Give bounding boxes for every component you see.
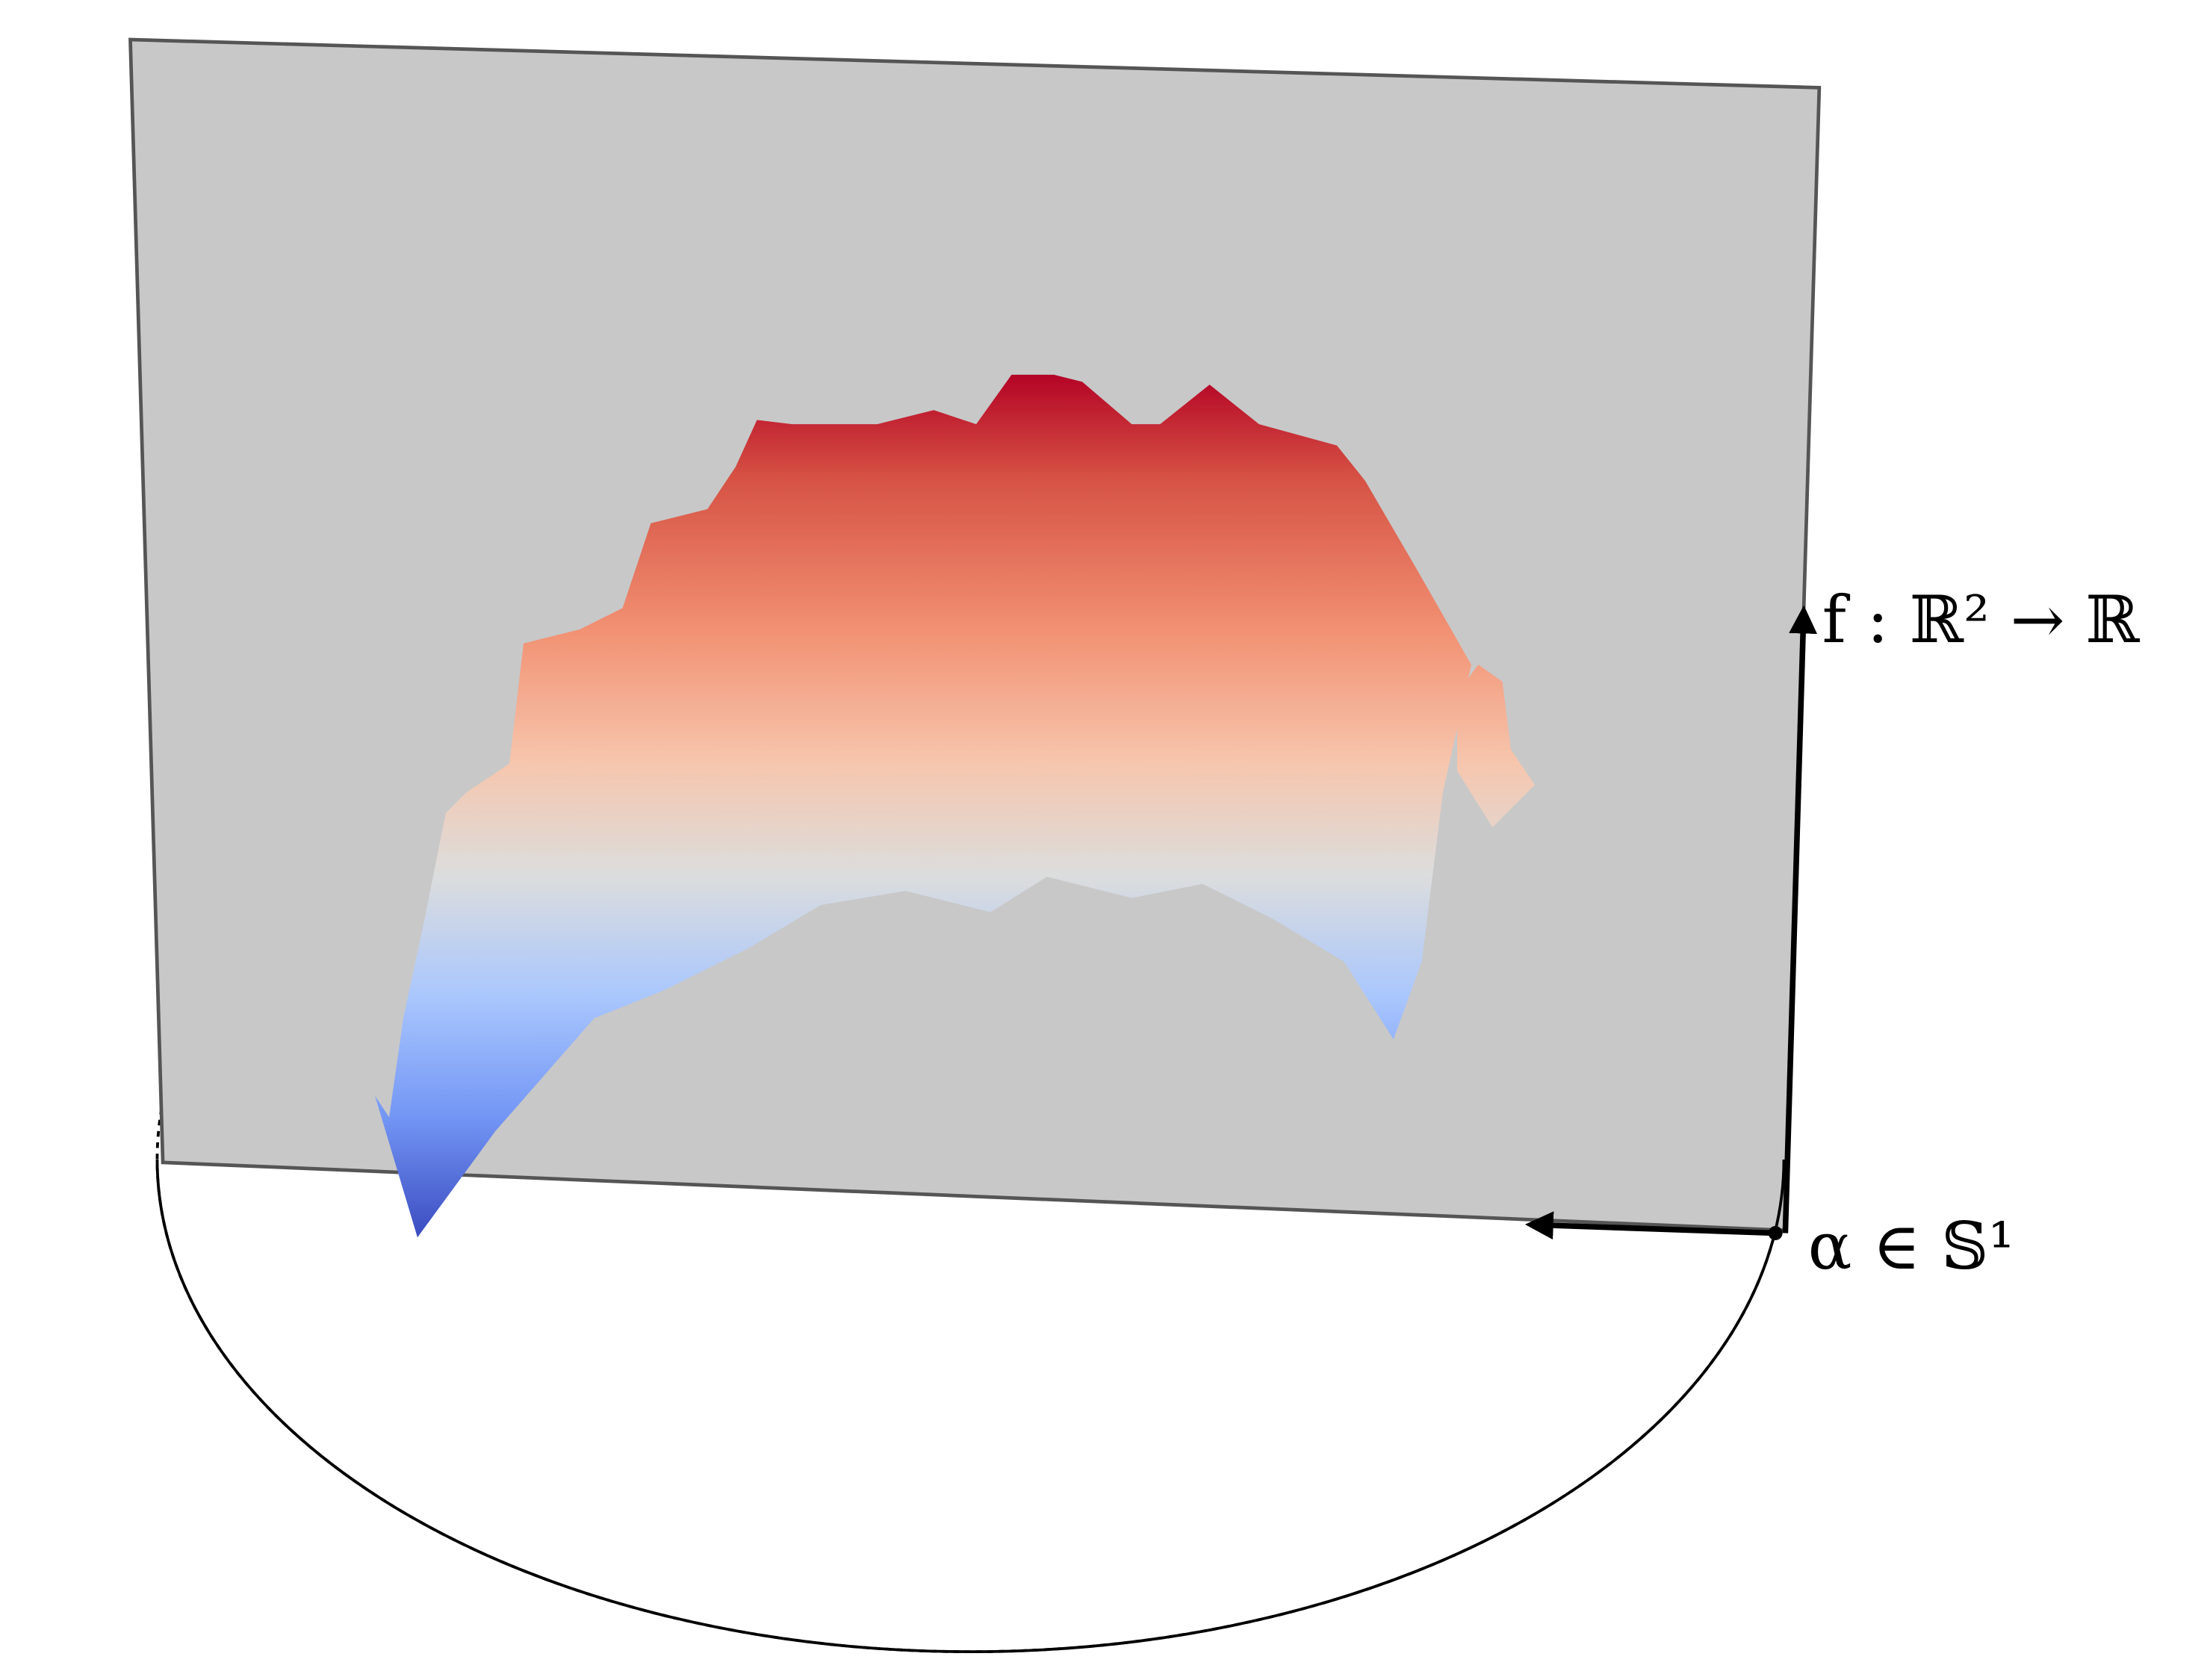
origin-dot bbox=[1768, 1226, 1783, 1240]
angle-label: α ∈ 𝕊¹ bbox=[1808, 1208, 2015, 1284]
circle-front bbox=[155, 1160, 1786, 1653]
angle-arrow bbox=[1524, 1211, 1776, 1240]
function-label: f : ℝ² → ℝ bbox=[1822, 582, 2141, 658]
surface bbox=[375, 374, 1471, 1238]
surface-lobe bbox=[1456, 665, 1536, 827]
value-axis-arrow bbox=[1782, 605, 1818, 1233]
